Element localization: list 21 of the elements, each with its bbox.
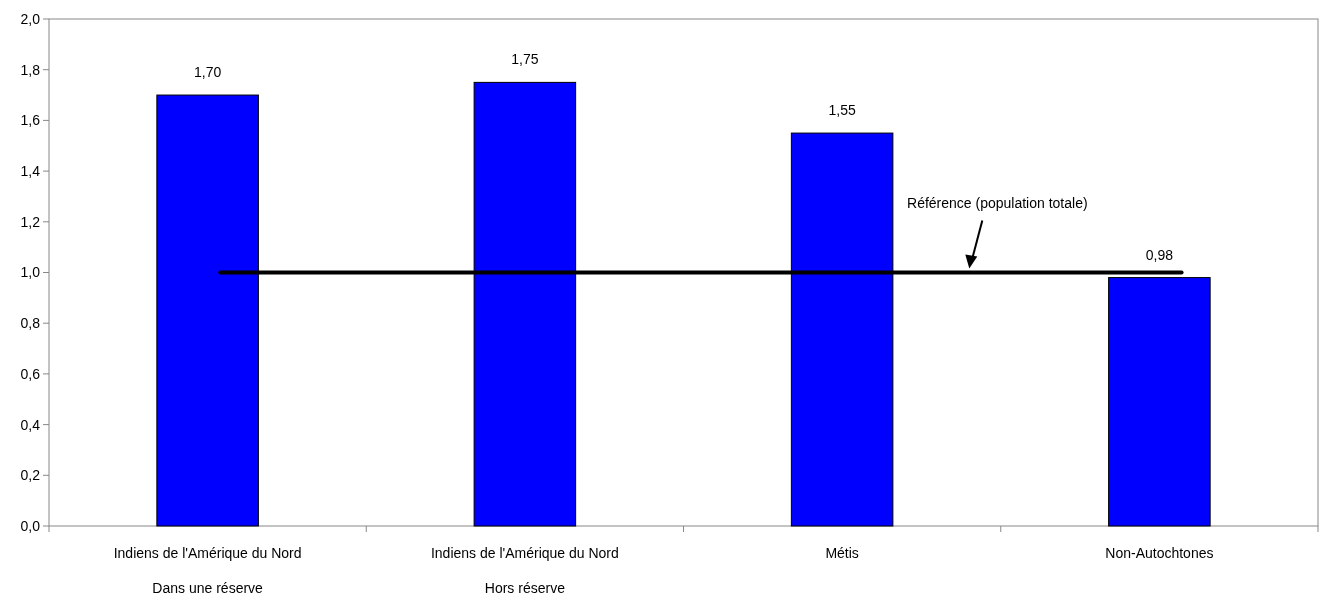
bar <box>1108 277 1211 527</box>
ref-line-label: Référence (population totale) <box>907 194 1088 211</box>
y-tick-label: 1,4 <box>20 163 41 179</box>
y-tick-label: 1,6 <box>20 112 41 129</box>
x-tick-label: Métis <box>825 545 859 561</box>
category-label: Indiens de l'Amérique du Nord Dans une réserve <box>113 545 302 596</box>
y-tick-label: 0,0 <box>20 517 41 534</box>
y-tick-label: 1,0 <box>20 264 41 281</box>
y-tick-label: 1,2 <box>20 213 41 230</box>
data-label: 1,75 <box>511 51 539 68</box>
data-label: 0,98 <box>1145 246 1174 263</box>
y-tick-label: 1,8 <box>20 61 41 78</box>
y-tick-label: 0,2 <box>20 467 41 484</box>
data-label: 1,55 <box>828 102 856 119</box>
y-tick-label: 2,0 <box>20 10 41 27</box>
x-tick-label: Non-Autochtones <box>1105 545 1214 561</box>
y-tick-label: 0,4 <box>20 416 41 433</box>
data-label: 1,70 <box>194 64 222 81</box>
category-label: Indiens de l'Amérique du Nord Hors réserve <box>430 545 619 596</box>
y-tick-label: 0,6 <box>20 365 41 382</box>
y-tick-label: 0,8 <box>20 315 41 332</box>
